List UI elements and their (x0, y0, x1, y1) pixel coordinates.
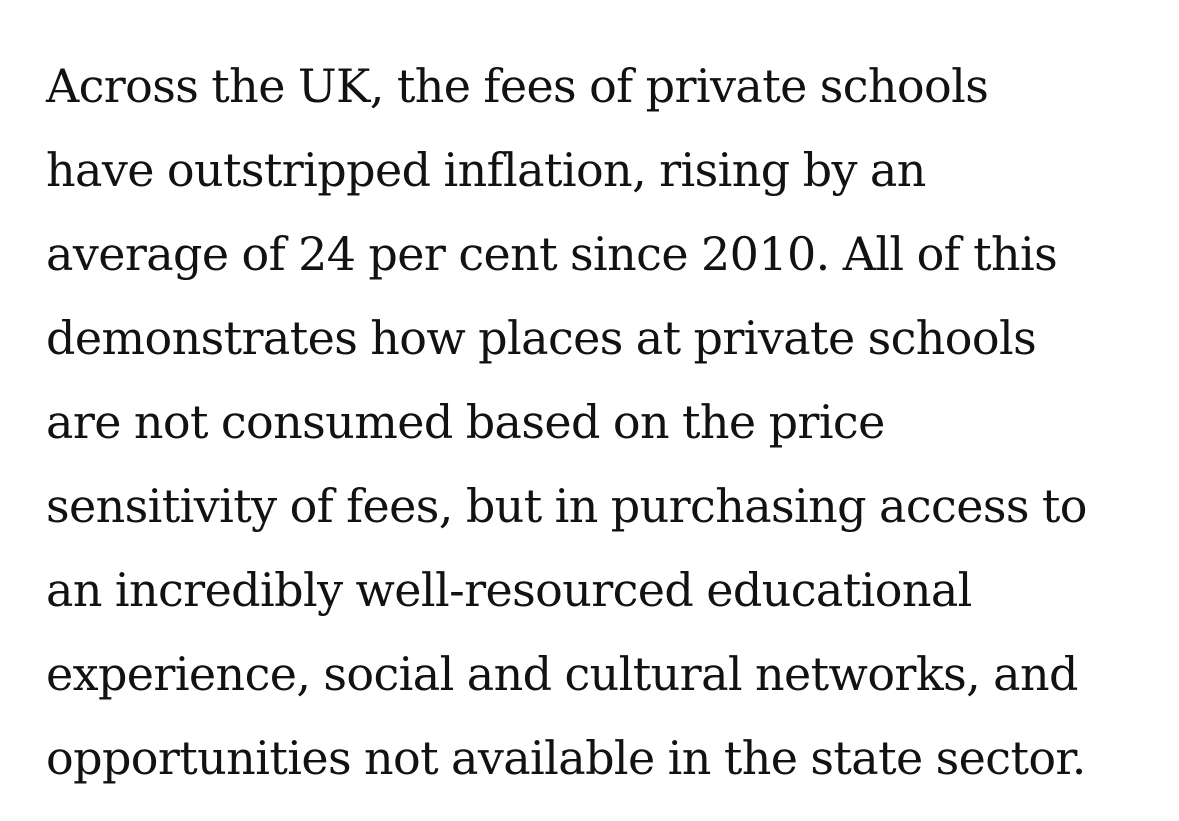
paragraph-line: opportunities not available in the state… (46, 731, 1086, 785)
paragraph-line: are not consumed based on the price (46, 395, 885, 449)
paragraph-line: an incredibly well-resourced educational (46, 563, 972, 617)
paragraph-line: have outstripped inflation, rising by an (46, 143, 926, 197)
article-body: Across the UK, the fees of private schoo… (46, 44, 1166, 800)
paragraph-line: experience, social and cultural networks… (46, 647, 1078, 701)
paragraph-line: average of 24 per cent since 2010. All o… (46, 227, 1058, 281)
paragraph-line: sensitivity of fees, but in purchasing a… (46, 479, 1087, 533)
paragraph-line: Across the UK, the fees of private schoo… (46, 59, 989, 113)
paragraph-line: demonstrates how places at private schoo… (46, 311, 1037, 365)
article-paragraph: Across the UK, the fees of private schoo… (46, 44, 1166, 800)
